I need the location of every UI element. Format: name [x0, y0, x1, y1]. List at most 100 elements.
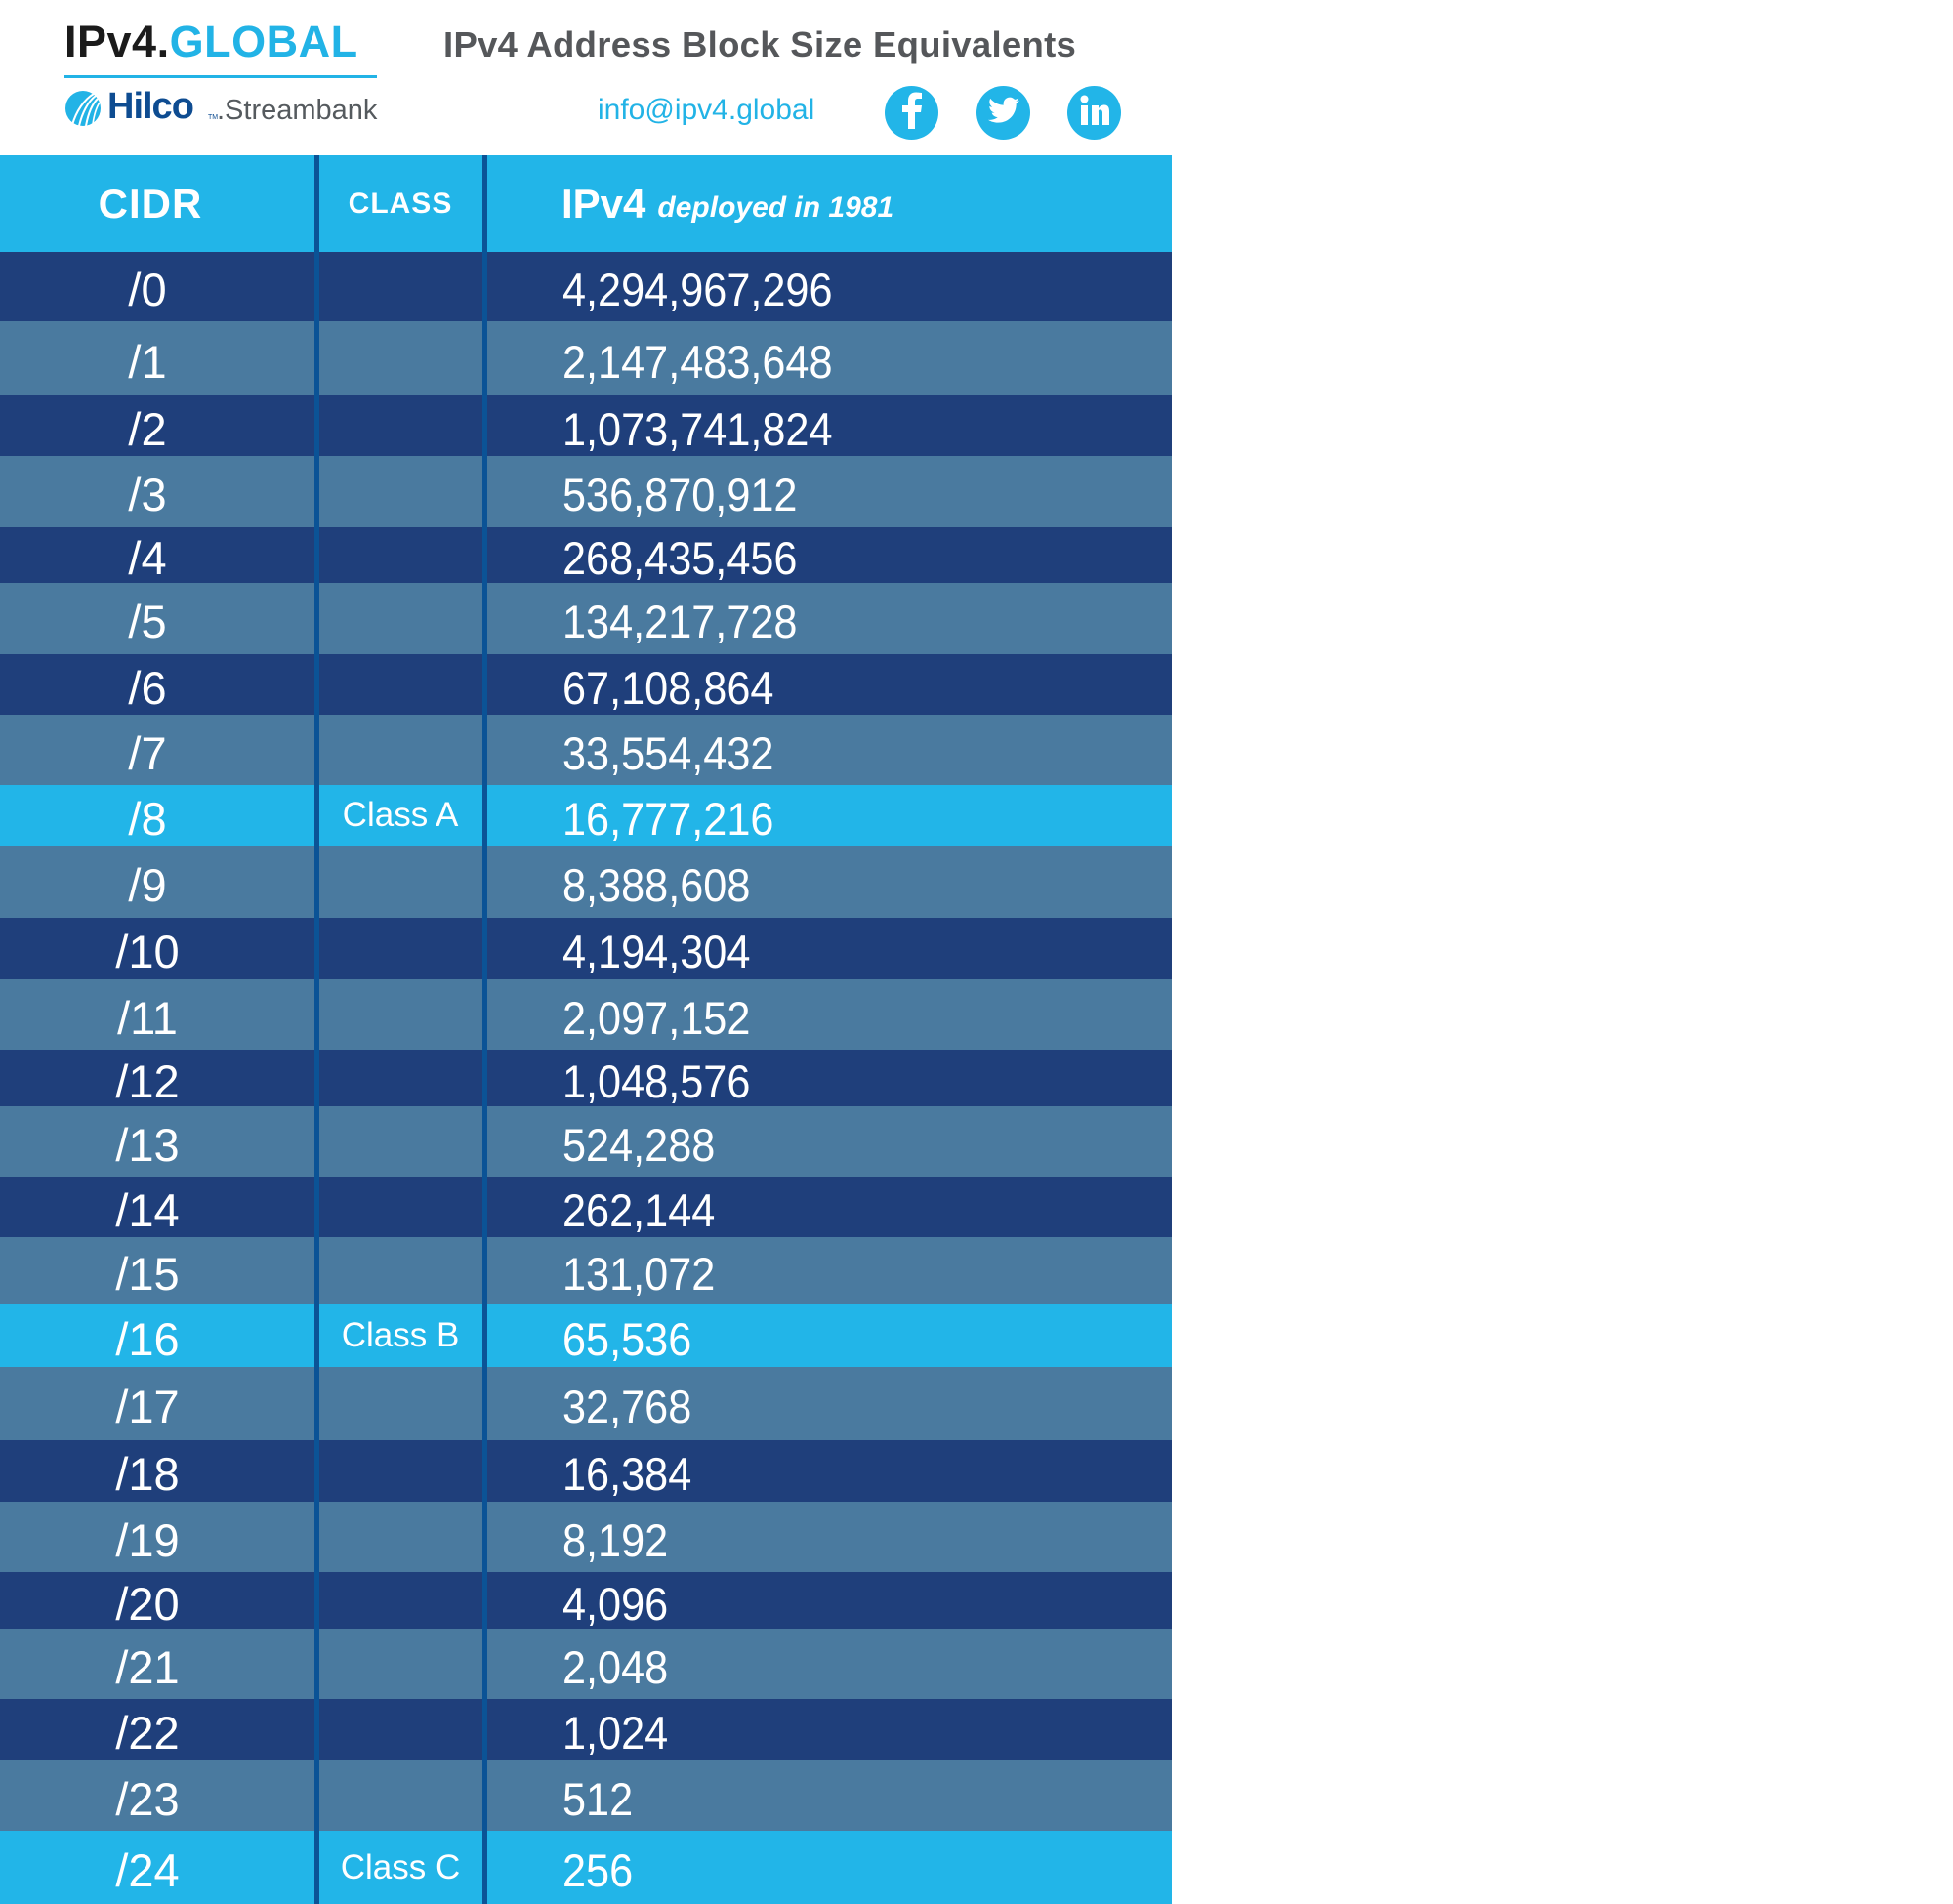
address-count-cell: 67,108,864 — [562, 661, 774, 714]
class-cell — [318, 583, 482, 654]
twitter-button[interactable] — [976, 86, 1030, 140]
table-row-cidr-11: /11 2,097,152 — [0, 979, 1172, 1050]
class-cell — [318, 1367, 482, 1440]
table-row-cidr-24: /24 Class C 256 — [0, 1831, 1172, 1904]
cidr-cell: /11 — [117, 991, 178, 1044]
address-count-cell: 1,073,741,824 — [562, 402, 833, 455]
facebook-button[interactable] — [885, 86, 938, 140]
cidr-cell: /16 — [115, 1312, 180, 1365]
address-count-cell: 4,294,967,296 — [562, 264, 833, 315]
column-header-ipv4: IPv4 deployed in 1981 — [561, 155, 893, 252]
cidr-cell: /22 — [115, 1707, 180, 1759]
class-cell — [318, 654, 482, 715]
column-header-class: CLASS — [348, 186, 453, 220]
twitter-icon — [987, 97, 1019, 129]
address-count-cell: 2,147,483,648 — [562, 335, 833, 388]
cidr-cell: /1 — [128, 335, 167, 388]
table-row-cidr-8: /8 Class A 16,777,216 — [0, 785, 1172, 846]
table-row-cidr-23: /23 512 — [0, 1760, 1172, 1831]
address-count-cell: 256 — [562, 1844, 634, 1896]
address-count-cell: 1,024 — [562, 1707, 669, 1759]
table-row-cidr-3: /3 536,870,912 — [0, 456, 1172, 527]
class-cell — [318, 846, 482, 918]
column-header-cidr: CIDR — [98, 180, 203, 227]
table-row-cidr-5: /5 134,217,728 — [0, 583, 1172, 654]
class-cell — [318, 527, 482, 583]
table-row-cidr-19: /19 8,192 — [0, 1502, 1172, 1572]
cidr-cell: /9 — [128, 858, 167, 911]
class-cell — [318, 715, 482, 785]
address-count-cell: 134,217,728 — [562, 596, 798, 647]
class-cell — [318, 1760, 482, 1831]
class-cell: Class B — [341, 1316, 460, 1354]
class-cell — [318, 252, 482, 321]
column-header-ipv4-note: deployed in 1981 — [657, 190, 894, 224]
cidr-cell: /10 — [115, 926, 180, 977]
class-cell — [318, 979, 482, 1050]
class-cell — [318, 1629, 482, 1699]
table-row-cidr-0: /0 4,294,967,296 — [0, 252, 1172, 321]
cidr-cell: /7 — [128, 726, 167, 779]
table-row-cidr-9: /9 8,388,608 — [0, 846, 1172, 918]
class-cell: Class C — [340, 1847, 461, 1886]
logo-underline — [64, 75, 377, 78]
table-row-cidr-7: /7 33,554,432 — [0, 715, 1172, 785]
linkedin-button[interactable] — [1067, 86, 1121, 140]
class-cell — [318, 456, 482, 527]
cidr-cell: /3 — [128, 469, 167, 520]
column-divider-1 — [314, 155, 319, 1904]
contact-email-link[interactable]: info@ipv4.global — [598, 94, 815, 126]
address-count-cell: 2,097,152 — [562, 991, 751, 1044]
table-row-cidr-1: /1 2,147,483,648 — [0, 321, 1172, 395]
class-cell — [318, 918, 482, 979]
address-count-cell: 536,870,912 — [562, 469, 798, 520]
table-row-cidr-21: /21 2,048 — [0, 1629, 1172, 1699]
address-count-cell: 16,384 — [562, 1448, 692, 1500]
cidr-cell: /17 — [115, 1381, 180, 1432]
column-divider-2 — [482, 155, 487, 1904]
cidr-cell: /24 — [115, 1844, 180, 1896]
hilco-logo-icon — [64, 90, 102, 127]
address-count-cell: 65,536 — [562, 1312, 692, 1365]
address-count-cell: 32,768 — [562, 1381, 692, 1432]
cidr-cell: /23 — [115, 1772, 180, 1825]
address-count-cell: 16,777,216 — [562, 792, 774, 845]
address-count-cell: 2,048 — [562, 1640, 669, 1693]
address-count-cell: 262,144 — [562, 1183, 716, 1236]
table-row-cidr-18: /18 16,384 — [0, 1440, 1172, 1502]
streambank-wordmark: .Streambank — [217, 95, 378, 126]
cidr-cell: /18 — [115, 1448, 180, 1500]
column-header-ipv4-label: IPv4 — [561, 180, 646, 227]
class-cell — [318, 1106, 482, 1177]
address-count-cell: 4,096 — [562, 1577, 669, 1630]
ipv4-global-logo: IPv4.GLOBAL — [64, 20, 358, 64]
class-cell — [318, 1050, 482, 1106]
class-cell — [318, 1237, 482, 1304]
cidr-cell: /19 — [115, 1513, 180, 1566]
table-row-cidr-4: /4 268,435,456 — [0, 527, 1172, 584]
class-cell — [318, 321, 482, 395]
address-count-cell: 4,194,304 — [562, 926, 751, 977]
address-count-cell: 8,388,608 — [562, 858, 751, 911]
cidr-cell: /4 — [128, 532, 167, 584]
address-count-cell: 1,048,576 — [562, 1055, 751, 1107]
cidr-cell: /14 — [115, 1183, 180, 1236]
address-count-cell: 33,554,432 — [562, 726, 774, 779]
address-count-cell: 268,435,456 — [562, 532, 798, 584]
table-row-cidr-14: /14 262,144 — [0, 1177, 1172, 1237]
cidr-cell: /15 — [115, 1248, 180, 1300]
class-cell — [318, 1177, 482, 1237]
address-count-cell: 8,192 — [562, 1513, 669, 1566]
cidr-cell: /5 — [128, 596, 167, 647]
facebook-icon — [901, 92, 923, 134]
table-row-cidr-22: /22 1,024 — [0, 1699, 1172, 1760]
class-cell — [318, 1502, 482, 1572]
table-row-cidr-10: /10 4,194,304 — [0, 918, 1172, 979]
table-row-cidr-15: /15 131,072 — [0, 1237, 1172, 1304]
table-row-cidr-2: /2 1,073,741,824 — [0, 395, 1172, 456]
address-count-cell: 524,288 — [562, 1118, 716, 1171]
table-row-cidr-6: /6 67,108,864 — [0, 654, 1172, 715]
cidr-cell: /12 — [115, 1055, 180, 1107]
cidr-cell: /6 — [128, 661, 167, 714]
cidr-cell: /2 — [128, 402, 167, 455]
